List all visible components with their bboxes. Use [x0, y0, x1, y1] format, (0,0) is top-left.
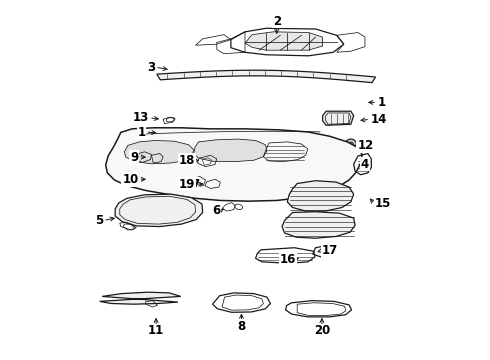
Polygon shape [124, 140, 194, 164]
Text: 10: 10 [122, 173, 139, 186]
Text: 19: 19 [178, 178, 195, 191]
Text: 11: 11 [148, 324, 164, 337]
Text: 7: 7 [191, 178, 199, 191]
Polygon shape [322, 111, 354, 125]
Text: 18: 18 [178, 154, 195, 167]
Circle shape [345, 139, 357, 150]
Polygon shape [245, 32, 322, 50]
Text: 2: 2 [273, 15, 281, 28]
Polygon shape [287, 181, 354, 211]
Polygon shape [282, 212, 355, 238]
Text: 20: 20 [314, 324, 330, 337]
Text: 13: 13 [133, 111, 149, 125]
Polygon shape [157, 70, 375, 83]
Text: 3: 3 [147, 60, 155, 73]
Polygon shape [115, 194, 203, 226]
Text: 6: 6 [212, 204, 220, 217]
Text: 8: 8 [237, 320, 245, 333]
Text: 1: 1 [377, 96, 386, 109]
Text: 5: 5 [95, 214, 103, 227]
Text: 17: 17 [322, 244, 338, 257]
Text: 9: 9 [130, 150, 139, 163]
Text: 15: 15 [375, 198, 391, 211]
Text: 16: 16 [280, 253, 296, 266]
Circle shape [348, 142, 354, 148]
Polygon shape [99, 292, 181, 304]
Text: 1: 1 [137, 126, 146, 139]
Text: 14: 14 [370, 113, 387, 126]
Text: 12: 12 [357, 139, 373, 152]
Polygon shape [194, 139, 267, 162]
Text: 4: 4 [361, 158, 369, 171]
Polygon shape [106, 128, 362, 201]
